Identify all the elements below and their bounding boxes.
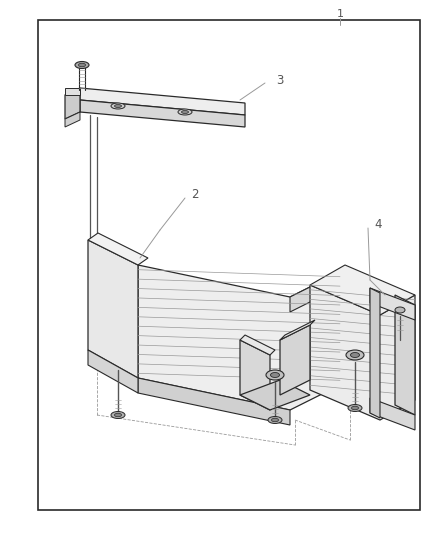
Polygon shape	[290, 272, 340, 312]
Ellipse shape	[268, 416, 282, 424]
Polygon shape	[370, 398, 415, 430]
Ellipse shape	[346, 350, 364, 360]
Ellipse shape	[350, 352, 360, 358]
Text: 3: 3	[276, 74, 284, 86]
Polygon shape	[310, 265, 415, 315]
Polygon shape	[80, 88, 245, 115]
Bar	[38, 20, 420, 510]
Polygon shape	[240, 340, 270, 410]
Polygon shape	[280, 325, 310, 395]
Ellipse shape	[352, 406, 358, 410]
Polygon shape	[88, 233, 148, 265]
Polygon shape	[138, 378, 290, 425]
Ellipse shape	[271, 373, 279, 377]
Text: 2: 2	[191, 189, 199, 201]
Polygon shape	[88, 350, 138, 393]
Ellipse shape	[266, 370, 284, 380]
Polygon shape	[395, 295, 415, 415]
Text: 4: 4	[374, 219, 382, 231]
Ellipse shape	[114, 413, 121, 417]
Polygon shape	[65, 88, 80, 119]
Polygon shape	[138, 265, 340, 410]
Polygon shape	[240, 335, 275, 355]
Ellipse shape	[111, 103, 125, 109]
Ellipse shape	[272, 418, 279, 422]
Ellipse shape	[75, 61, 89, 69]
Polygon shape	[280, 320, 315, 340]
Polygon shape	[370, 288, 380, 418]
Ellipse shape	[78, 63, 85, 67]
Polygon shape	[240, 380, 310, 410]
Polygon shape	[65, 112, 80, 127]
Ellipse shape	[348, 405, 362, 411]
Polygon shape	[370, 288, 415, 320]
Polygon shape	[65, 88, 80, 95]
Ellipse shape	[181, 110, 188, 114]
Polygon shape	[80, 100, 245, 127]
Polygon shape	[88, 240, 138, 378]
Ellipse shape	[111, 411, 125, 418]
Ellipse shape	[178, 109, 192, 115]
Ellipse shape	[395, 307, 405, 313]
Text: 1: 1	[336, 9, 343, 19]
Ellipse shape	[114, 104, 121, 108]
Polygon shape	[310, 285, 415, 420]
